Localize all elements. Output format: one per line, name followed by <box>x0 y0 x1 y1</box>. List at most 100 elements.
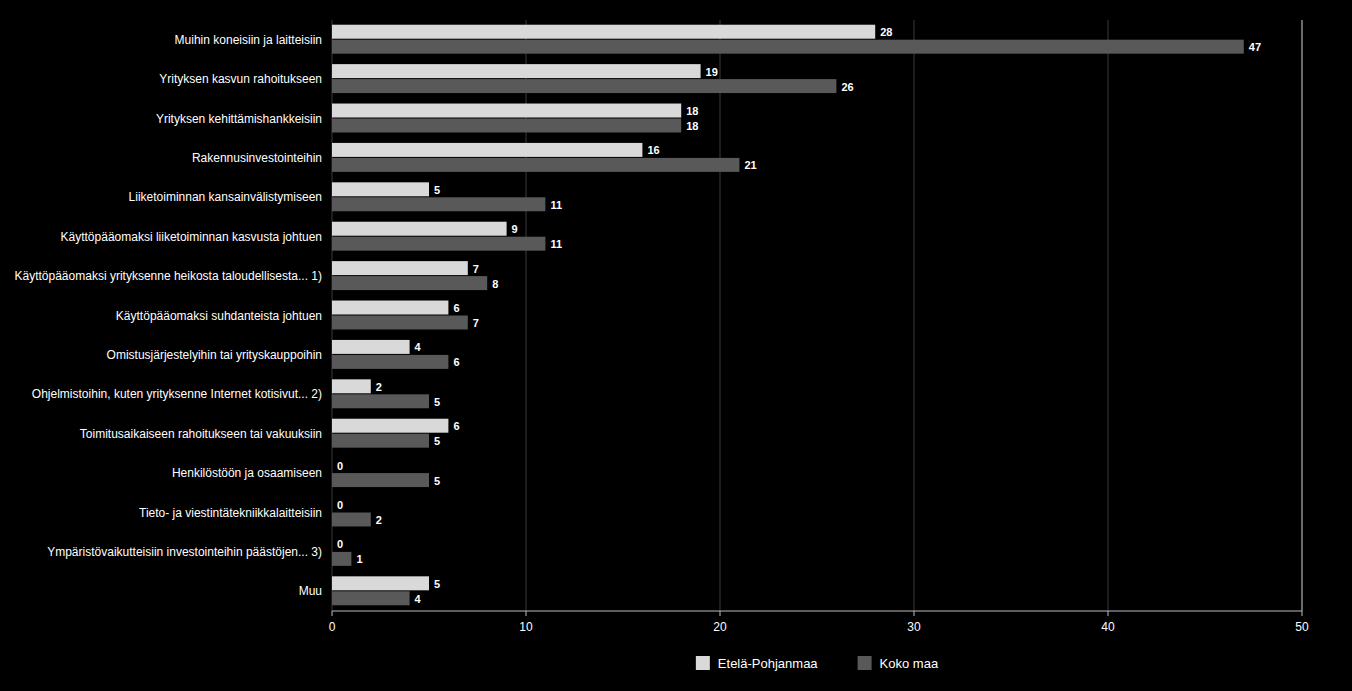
category-label: Toimitusaikaiseen rahoitukseen tai vakuu… <box>80 427 322 441</box>
tick-label: 0 <box>329 620 336 634</box>
tick-mark <box>526 611 527 616</box>
data-label: 5 <box>434 475 440 487</box>
bar <box>332 79 836 93</box>
category-label: Henkilöstöön ja osaamiseen <box>172 466 322 480</box>
grid-line <box>1108 20 1109 611</box>
bar <box>332 182 429 196</box>
category-label: Käyttöpääomaksi liiketoiminnan kasvusta … <box>61 230 322 244</box>
data-label: 7 <box>473 263 479 275</box>
tick-mark <box>1108 611 1109 616</box>
x-axis-line <box>332 611 1302 612</box>
tick-label: 20 <box>713 620 727 634</box>
data-label: 1 <box>356 553 362 565</box>
bar <box>332 64 701 78</box>
bar <box>332 40 1244 54</box>
bar <box>332 537 333 551</box>
bar <box>332 340 410 354</box>
data-label: 5 <box>434 578 440 590</box>
data-label: 9 <box>512 223 518 235</box>
tick-mark <box>1302 611 1303 616</box>
data-label: 47 <box>1249 41 1261 53</box>
bar <box>332 143 642 157</box>
data-label: 2 <box>376 514 382 526</box>
tick-mark <box>914 611 915 616</box>
data-label: 21 <box>744 159 756 171</box>
data-label: 8 <box>492 278 498 290</box>
data-label: 6 <box>453 420 459 432</box>
data-labels: 2847192618181621511911786746256505020154 <box>337 26 1261 605</box>
data-label: 19 <box>706 66 718 78</box>
bar <box>332 237 545 251</box>
data-label: 16 <box>647 144 659 156</box>
bar <box>332 316 468 330</box>
category-label: Ohjelmistoihin, kuten yrityksenne Intern… <box>32 387 322 401</box>
tick-label: 10 <box>519 620 533 634</box>
tick-label: 40 <box>1101 620 1115 634</box>
data-label: 6 <box>453 356 459 368</box>
bar <box>332 158 739 172</box>
bar <box>332 498 333 512</box>
legend-label: Koko maa <box>880 656 939 671</box>
bar <box>332 434 429 448</box>
category-label: Käyttöpääomaksi suhdanteista johtuen <box>116 309 322 323</box>
bar <box>332 473 429 487</box>
data-label: 5 <box>434 396 440 408</box>
tick-label: 50 <box>1295 620 1309 634</box>
bar <box>332 419 448 433</box>
bar <box>332 355 448 369</box>
bar <box>332 591 410 605</box>
bar <box>332 222 507 236</box>
bar <box>332 301 448 315</box>
data-label: 26 <box>841 81 853 93</box>
bars <box>332 25 1244 606</box>
category-label: Ympäristövaikutteisiin investointeihin p… <box>47 545 322 559</box>
bar <box>332 119 681 133</box>
data-label: 11 <box>550 199 562 211</box>
data-label: 18 <box>686 120 698 132</box>
grid-line <box>720 20 721 611</box>
category-label: Muu <box>299 584 322 598</box>
background <box>0 0 1352 691</box>
grid-line <box>1302 20 1303 611</box>
chart: 0102030405028471926181816215119117867462… <box>0 0 1352 691</box>
category-label: Omistusjärjestelyihin tai yrityskauppoih… <box>107 348 322 362</box>
data-label: 28 <box>880 26 892 38</box>
tick-mark <box>720 611 721 616</box>
category-label: Liiketoiminnan kansainvälistymiseen <box>129 190 322 204</box>
category-label: Yrityksen kasvun rahoitukseen <box>159 72 322 86</box>
bar <box>332 458 333 472</box>
data-label: 11 <box>550 238 562 250</box>
bar <box>332 197 545 211</box>
bar <box>332 276 487 290</box>
category-label: Tieto- ja viestintätekniikkalaitteisiin <box>139 506 322 520</box>
bar <box>332 513 371 527</box>
category-label: Käyttöpääomaksi yrityksenne heikosta tal… <box>15 269 323 283</box>
bar <box>332 104 681 118</box>
legend: Etelä-Pohjanmaa Koko maa <box>696 656 939 671</box>
category-label: Yrityksen kehittämishankkeisiin <box>156 112 322 126</box>
data-label: 5 <box>434 435 440 447</box>
data-label: 18 <box>686 105 698 117</box>
grid-line <box>914 20 915 611</box>
category-label: Muihin koneisiin ja laitteisiin <box>175 33 322 47</box>
data-label: 4 <box>415 341 422 353</box>
data-label: 0 <box>337 460 343 472</box>
tick-label: 30 <box>907 620 921 634</box>
bar <box>332 261 468 275</box>
data-label: 7 <box>473 317 479 329</box>
data-label: 0 <box>337 538 343 550</box>
bar <box>332 379 371 393</box>
legend-label: Etelä-Pohjanmaa <box>718 656 818 671</box>
category-label: Rakennusinvestointeihin <box>192 151 322 165</box>
data-label: 6 <box>453 302 459 314</box>
legend-swatch <box>858 656 872 670</box>
right-axis-line <box>1302 20 1303 611</box>
bar <box>332 25 875 39</box>
tick-mark <box>332 611 333 616</box>
bar <box>332 394 429 408</box>
data-label: 2 <box>376 381 382 393</box>
bar <box>332 576 429 590</box>
data-label: 4 <box>415 593 422 605</box>
grid <box>332 20 1302 611</box>
legend-swatch <box>696 656 710 670</box>
